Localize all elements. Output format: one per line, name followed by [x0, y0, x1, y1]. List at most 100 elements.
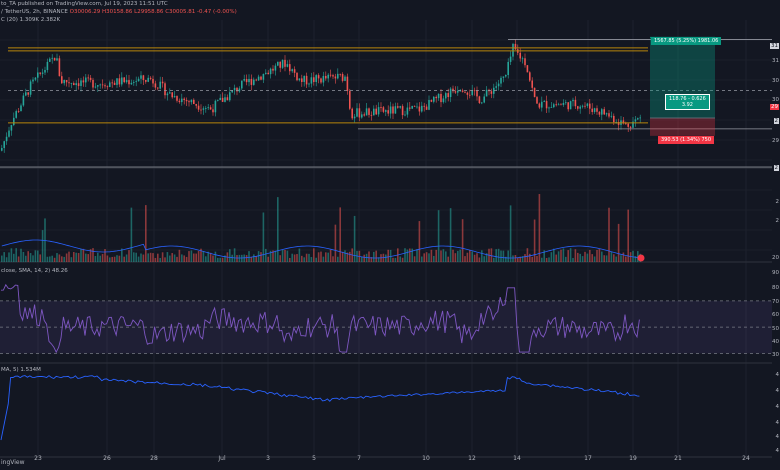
volume-bar	[308, 253, 310, 262]
volume-bar	[593, 256, 596, 262]
candle-body	[185, 100, 188, 102]
obv-tick-2: 4	[775, 388, 779, 394]
candle-body	[397, 106, 399, 108]
candle-body	[109, 82, 111, 88]
candle-body	[169, 92, 171, 94]
candle-body	[188, 101, 190, 103]
candle-body	[133, 82, 135, 83]
candle-body	[8, 130, 10, 137]
candle-body	[430, 100, 433, 102]
volume-bar	[111, 256, 113, 262]
candle-body	[231, 90, 233, 93]
volume-bar	[543, 250, 545, 262]
volume-bar	[128, 250, 130, 262]
position-info-label[interactable]: 118.76 - 0.626 3.92	[665, 94, 710, 110]
volume-bar	[149, 252, 152, 262]
candle-body	[449, 88, 452, 98]
candle-body	[99, 84, 101, 86]
volume-bar	[529, 253, 531, 262]
candle-body	[634, 119, 637, 122]
candle-body	[569, 101, 572, 110]
volume-bar	[130, 207, 133, 262]
volume-bar	[166, 252, 169, 262]
volume-bar	[490, 248, 493, 262]
volume-bar	[411, 248, 413, 262]
volume-bar	[238, 254, 241, 262]
target-label: 1567.85 (5.25%) 1981.06	[651, 37, 722, 45]
candle-body	[421, 105, 423, 112]
candle-body	[255, 79, 257, 81]
candle-body	[445, 93, 447, 99]
volume-bar	[433, 255, 435, 262]
volume-bar	[89, 249, 92, 262]
volume-bar	[142, 254, 145, 262]
volume-bar	[373, 251, 375, 262]
chart-grid	[0, 20, 772, 457]
volume-bar	[92, 248, 94, 262]
volume-bar	[29, 253, 32, 262]
candle-body	[565, 102, 567, 104]
candle-body	[171, 92, 173, 98]
volume-bar	[164, 257, 166, 262]
candle-body	[437, 93, 440, 99]
candle-body	[142, 75, 145, 81]
volume-bar	[569, 248, 572, 262]
volume-bar	[245, 255, 248, 262]
volume-bar	[123, 256, 125, 262]
candle-body	[274, 65, 277, 71]
volume-bar	[320, 251, 322, 262]
volume-bar	[284, 249, 286, 262]
candle-body	[279, 61, 281, 68]
volume-bar	[97, 252, 99, 262]
volume-bar	[478, 257, 481, 262]
time-tick-label: 19	[629, 455, 637, 462]
volume-bar	[454, 253, 457, 262]
volume-bar	[447, 256, 449, 262]
volume-bar	[344, 250, 346, 262]
volume-bar	[536, 255, 538, 262]
candle-body	[1, 148, 3, 151]
candle-body	[622, 120, 625, 124]
volume-bar	[171, 253, 173, 262]
volume-bar	[58, 254, 61, 262]
close-value: C30005.81	[165, 9, 196, 15]
candle-body	[123, 77, 125, 83]
volume-ma-line	[1, 239, 641, 259]
volume-bar	[589, 249, 591, 262]
candle-body	[502, 76, 505, 78]
candle-body	[164, 83, 166, 96]
candle-body	[500, 77, 502, 84]
obv-tick-3: 4	[775, 404, 779, 410]
candle-body	[265, 72, 267, 74]
volume-bar	[253, 254, 255, 262]
candle-body	[538, 103, 541, 108]
candle-body	[610, 115, 613, 117]
candle-body	[272, 68, 274, 71]
volume-bar	[118, 255, 121, 262]
volume-bar	[73, 251, 75, 262]
rsi-tick-60: 60	[772, 312, 779, 318]
candle-body	[181, 98, 183, 103]
volume-bar	[625, 256, 627, 262]
candle-body	[351, 108, 353, 119]
time-tick-label: 7	[357, 455, 361, 462]
time-tick-label: 5	[312, 455, 316, 462]
price-tick-10: 20	[772, 255, 779, 261]
candle-body	[291, 69, 293, 72]
candle-body	[269, 68, 272, 75]
candle-body	[277, 61, 279, 66]
volume-bar	[101, 254, 104, 262]
volume-bar	[425, 252, 428, 262]
volume-bar	[41, 230, 44, 262]
volume-bar	[418, 221, 421, 262]
volume-bar	[272, 250, 274, 262]
volume-bar	[375, 250, 377, 262]
volume-bar	[109, 257, 111, 262]
volume-bar	[437, 210, 440, 262]
volume-bar	[75, 252, 77, 262]
candle-body	[70, 83, 73, 84]
volume-bar	[473, 254, 476, 262]
candle-body	[581, 105, 584, 107]
volume-bar	[233, 248, 236, 262]
